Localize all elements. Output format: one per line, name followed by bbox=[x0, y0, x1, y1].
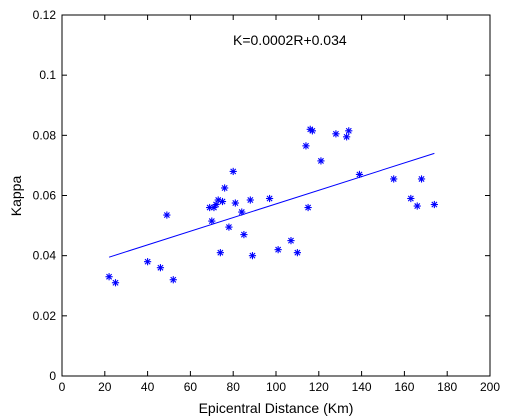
x-tick-label: 100 bbox=[266, 380, 286, 394]
data-point bbox=[265, 194, 274, 203]
data-point bbox=[105, 273, 113, 281]
data-point bbox=[248, 252, 257, 260]
y-tick-label: 0.1 bbox=[39, 68, 56, 82]
data-point bbox=[238, 208, 246, 216]
x-tick-label: 140 bbox=[352, 380, 372, 394]
data-point bbox=[156, 264, 165, 272]
data-point bbox=[163, 211, 171, 219]
data-point bbox=[417, 175, 426, 183]
x-tick-label: 180 bbox=[437, 380, 457, 394]
x-tick-label: 160 bbox=[394, 380, 414, 394]
data-point bbox=[287, 237, 295, 245]
data-point bbox=[302, 142, 310, 150]
y-tick-label: 0.02 bbox=[33, 309, 57, 323]
data-point bbox=[221, 184, 229, 192]
data-point bbox=[229, 167, 237, 176]
data-point bbox=[317, 157, 325, 165]
plot-area bbox=[61, 14, 491, 377]
x-tick-label: 20 bbox=[98, 380, 112, 394]
data-point bbox=[308, 127, 316, 135]
data-point bbox=[240, 231, 248, 239]
data-point bbox=[225, 223, 233, 231]
y-tick-label: 0 bbox=[49, 369, 56, 383]
data-point bbox=[413, 202, 421, 210]
data-points bbox=[105, 125, 438, 287]
y-tick-label: 0.06 bbox=[33, 189, 57, 203]
data-point bbox=[208, 217, 216, 225]
x-tick-label: 80 bbox=[227, 380, 241, 394]
y-tick-label: 0.04 bbox=[33, 249, 57, 263]
data-point bbox=[343, 133, 351, 141]
data-point bbox=[274, 246, 282, 254]
axis-ticks: 0 20 40 60 80 100 120 140 160 180 200 0 0.02 0.04 0.06… bbox=[33, 8, 501, 394]
data-point bbox=[430, 200, 438, 209]
data-point bbox=[332, 130, 340, 138]
data-point bbox=[355, 170, 364, 179]
data-point bbox=[169, 276, 177, 284]
data-point bbox=[407, 194, 415, 203]
data-point bbox=[216, 249, 224, 257]
data-point bbox=[345, 127, 353, 135]
data-point bbox=[111, 279, 120, 287]
regression-fit-line bbox=[108, 152, 435, 258]
data-point bbox=[304, 203, 312, 212]
data-point bbox=[390, 175, 398, 183]
x-tick-label: 120 bbox=[309, 380, 329, 394]
regression-equation-label: K=0.0002R+0.034 bbox=[233, 32, 347, 48]
y-tick-label: 0.08 bbox=[33, 128, 57, 142]
x-axis-title: Epicentral Distance (Km) bbox=[199, 400, 354, 416]
x-tick-label: 0 bbox=[59, 380, 66, 394]
data-point bbox=[293, 249, 301, 257]
data-point bbox=[144, 258, 152, 266]
data-point bbox=[218, 197, 227, 206]
x-tick-label: 60 bbox=[184, 380, 198, 394]
x-tick-label: 200 bbox=[480, 380, 500, 394]
x-tick-label: 40 bbox=[141, 380, 155, 394]
y-tick-label: 0.12 bbox=[33, 8, 57, 22]
data-point bbox=[246, 196, 254, 204]
data-point bbox=[231, 199, 239, 207]
fit-line-group bbox=[108, 152, 435, 258]
y-axis-title: Kappa bbox=[8, 176, 24, 217]
